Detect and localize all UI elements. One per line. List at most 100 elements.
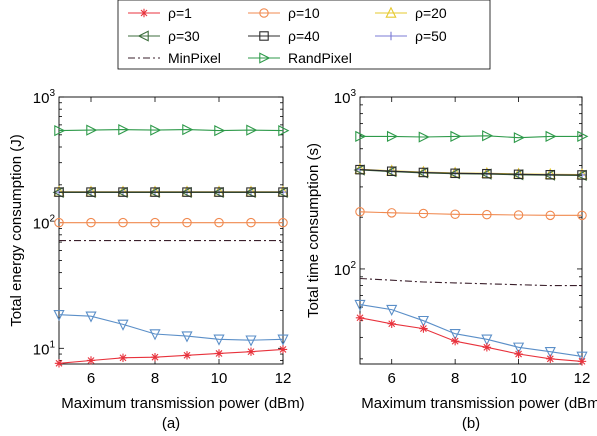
series-line <box>359 169 583 176</box>
legend-label: ρ=1 <box>168 5 192 21</box>
data-point <box>150 124 162 136</box>
data-point <box>512 342 525 354</box>
data-point <box>450 130 462 142</box>
legend: ρ=1 ρ=10 ρ=20 ρ=30 ρ=40 ρ=50 MinPixel RandPixel <box>117 0 491 70</box>
y-tick-label: 103 <box>334 88 357 107</box>
data-point <box>418 131 430 143</box>
data-point <box>482 168 492 179</box>
legend-label: RandPixel <box>288 50 352 66</box>
x-tick-label: 8 <box>451 370 459 387</box>
data-point <box>577 130 589 142</box>
data-point <box>354 299 366 312</box>
data-point <box>482 130 494 142</box>
legend-marker <box>259 52 271 64</box>
data-point <box>545 210 556 221</box>
data-point <box>513 169 524 180</box>
data-point <box>278 217 288 228</box>
legend-item: ρ=10 <box>248 5 320 21</box>
series <box>355 164 587 180</box>
data-point <box>150 217 160 228</box>
legend-item: ρ=40 <box>248 28 320 44</box>
legend-item: ρ=50 <box>375 28 447 44</box>
data-point <box>355 313 365 322</box>
x-tick-label: 10 <box>211 370 228 387</box>
data-point <box>418 167 429 178</box>
data-point <box>544 346 556 359</box>
series <box>359 277 582 287</box>
legend-label: ρ=50 <box>415 28 447 44</box>
x-tick-label: 12 <box>574 370 591 387</box>
legend-item: ρ=20 <box>375 5 447 21</box>
data-point <box>418 208 429 219</box>
x-tick-label: 10 <box>510 370 527 387</box>
data-point <box>386 166 397 176</box>
legend-marker <box>259 8 269 18</box>
data-point <box>182 217 192 228</box>
data-point <box>53 309 65 322</box>
data-point <box>85 311 97 323</box>
data-point <box>118 187 128 197</box>
data-point <box>450 336 460 346</box>
data-point <box>419 324 428 333</box>
data-point <box>545 130 557 142</box>
series <box>354 299 588 363</box>
data-point <box>149 329 161 341</box>
data-point <box>246 217 256 228</box>
legend-label: ρ=40 <box>288 28 320 44</box>
series-line <box>58 129 284 132</box>
data-point <box>213 334 225 346</box>
data-point <box>118 353 128 363</box>
data-point <box>182 124 194 136</box>
series <box>54 124 290 137</box>
data-point <box>513 210 524 220</box>
data-point <box>355 130 367 142</box>
series <box>355 313 587 366</box>
x-tick-label: 6 <box>87 370 95 387</box>
data-point <box>450 209 460 220</box>
data-point <box>278 345 288 354</box>
data-point <box>54 359 64 368</box>
data-point <box>278 125 290 137</box>
x-tick-label: 8 <box>151 370 159 387</box>
y-axis-label: Total time consumption (s) <box>305 143 322 318</box>
y-tick-label: 102 <box>334 260 357 279</box>
data-point <box>214 187 224 197</box>
data-point <box>417 315 430 328</box>
series <box>54 217 288 228</box>
legend-marker <box>137 30 149 42</box>
series-line <box>360 135 582 139</box>
data-point <box>86 187 96 197</box>
legend-item: MinPixel <box>128 50 221 66</box>
data-point <box>386 130 399 142</box>
data-point <box>545 170 556 180</box>
x-axis-label: Maximum transmission power (dBm) <box>361 395 597 412</box>
data-point <box>214 349 224 358</box>
legend-label: ρ=10 <box>288 5 320 21</box>
data-point <box>386 208 397 218</box>
data-point <box>355 164 365 175</box>
x-tick-label: 12 <box>275 370 292 387</box>
y-tick-label: 101 <box>33 339 56 358</box>
data-point <box>546 354 555 364</box>
data-point <box>182 351 192 360</box>
y-axis-label: Total energy consumption (J) <box>8 134 25 327</box>
data-point <box>246 124 258 136</box>
data-point <box>54 187 64 197</box>
data-point <box>482 209 492 220</box>
series <box>54 187 288 197</box>
plot-frame <box>359 96 583 365</box>
x-axis-label: Maximum transmission power (dBm) <box>61 395 304 412</box>
plot-frame <box>58 96 284 365</box>
data-point <box>150 187 160 197</box>
data-point <box>576 351 588 363</box>
series <box>53 309 289 347</box>
chart-b: 102 103 6 8 10 12 Maximum transmission power (… <box>305 88 597 432</box>
data-point <box>355 207 365 217</box>
data-point <box>86 124 98 136</box>
data-point <box>513 132 526 144</box>
data-point <box>214 217 224 228</box>
data-point <box>450 168 460 179</box>
legend-label: ρ=30 <box>168 28 200 44</box>
x-tick-label: 6 <box>388 370 396 387</box>
series <box>54 345 288 368</box>
